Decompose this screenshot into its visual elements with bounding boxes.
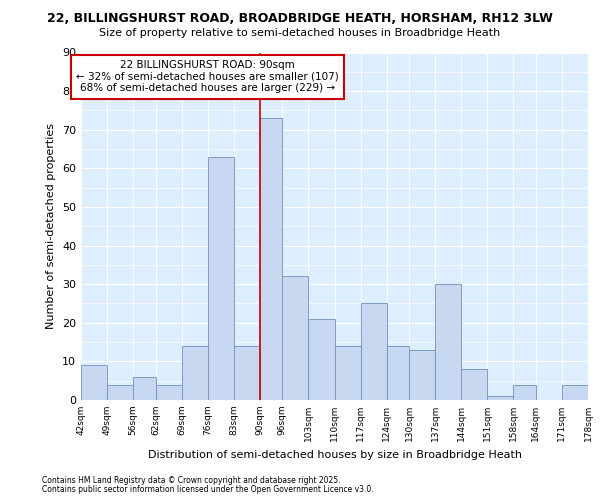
Bar [308, 319, 335, 400]
Bar [107, 384, 133, 400]
Bar [514, 384, 536, 400]
Bar [487, 396, 514, 400]
Text: 22 BILLINGSHURST ROAD: 90sqm
← 32% of semi-detached houses are smaller (107)
68%: 22 BILLINGSHURST ROAD: 90sqm ← 32% of se… [76, 60, 339, 94]
Text: Contains public sector information licensed under the Open Government Licence v3: Contains public sector information licen… [42, 485, 374, 494]
Bar [208, 157, 234, 400]
Bar [155, 384, 182, 400]
Bar [260, 118, 283, 400]
Bar [409, 350, 435, 400]
Y-axis label: Number of semi-detached properties: Number of semi-detached properties [46, 123, 56, 329]
Bar [461, 369, 487, 400]
Bar [283, 276, 308, 400]
Bar [182, 346, 208, 400]
Bar [386, 346, 409, 400]
Bar [562, 384, 588, 400]
Bar [133, 377, 155, 400]
Bar [335, 346, 361, 400]
Text: Size of property relative to semi-detached houses in Broadbridge Heath: Size of property relative to semi-detach… [100, 28, 500, 38]
Text: Contains HM Land Registry data © Crown copyright and database right 2025.: Contains HM Land Registry data © Crown c… [42, 476, 341, 485]
Bar [435, 284, 461, 400]
Bar [234, 346, 260, 400]
Bar [361, 304, 386, 400]
Text: 22, BILLINGSHURST ROAD, BROADBRIDGE HEATH, HORSHAM, RH12 3LW: 22, BILLINGSHURST ROAD, BROADBRIDGE HEAT… [47, 12, 553, 26]
Bar [81, 365, 107, 400]
X-axis label: Distribution of semi-detached houses by size in Broadbridge Heath: Distribution of semi-detached houses by … [148, 450, 521, 460]
